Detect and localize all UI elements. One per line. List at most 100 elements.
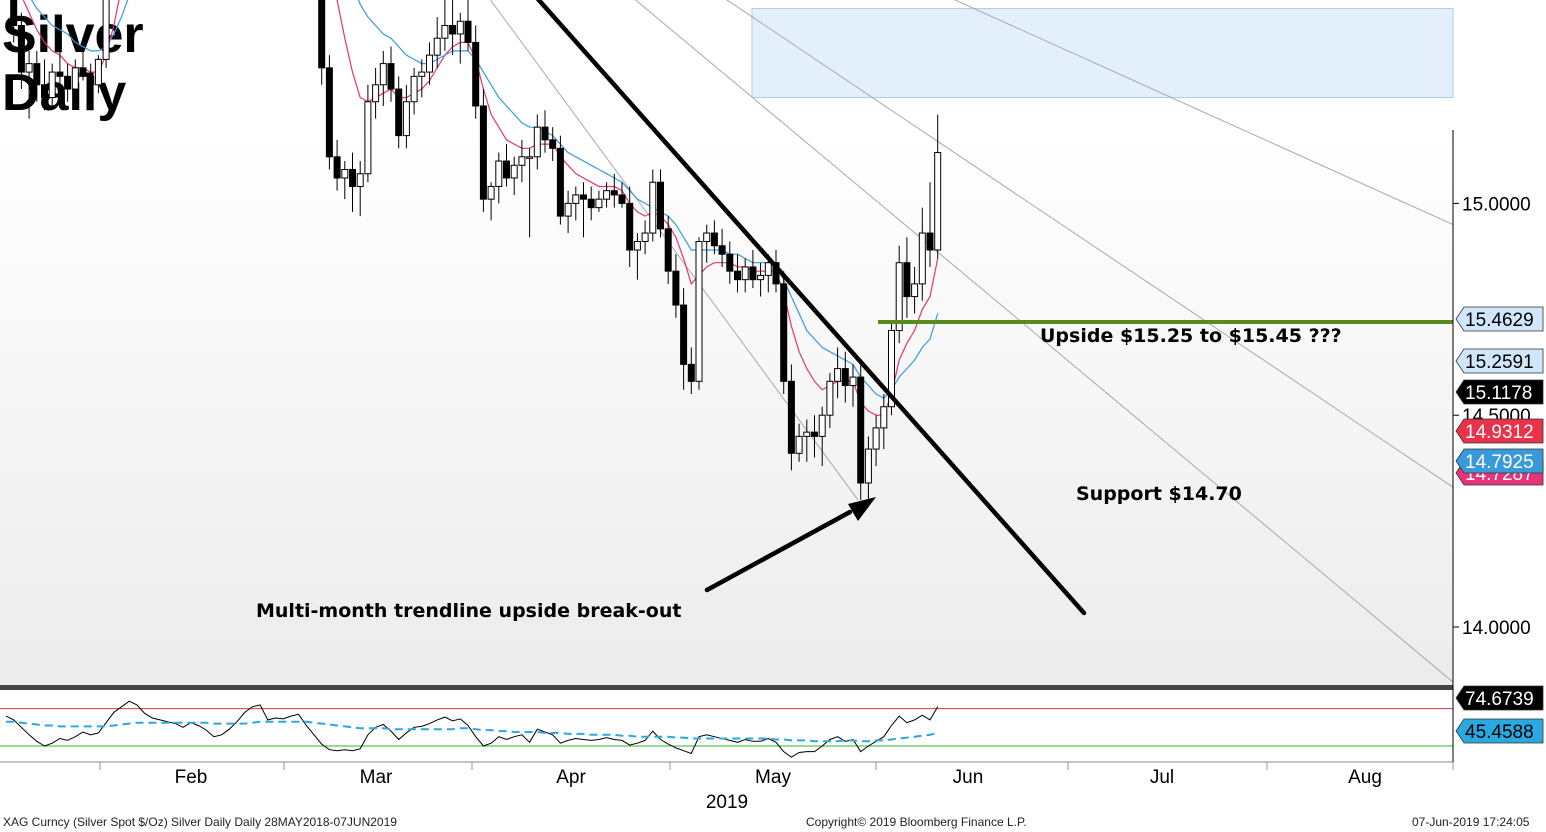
candle-body xyxy=(533,126,541,158)
candle-body xyxy=(510,164,518,179)
candle-body xyxy=(64,75,72,90)
candle-body xyxy=(418,71,426,77)
rsi-line xyxy=(5,700,939,758)
candle-body xyxy=(572,194,580,204)
candle-body xyxy=(741,266,749,281)
candle-body xyxy=(449,24,457,35)
candle-body xyxy=(364,101,372,175)
candle-body xyxy=(10,0,18,26)
main-downtrend-line xyxy=(535,0,1087,616)
candle-body xyxy=(325,67,333,158)
fan-trendline xyxy=(489,0,859,501)
candle-body xyxy=(749,266,757,281)
candle-body xyxy=(603,190,611,200)
x-year-label: 2019 xyxy=(706,792,748,813)
candle-body xyxy=(610,190,618,196)
fan-trendline xyxy=(953,0,1454,226)
candle-body xyxy=(687,363,695,382)
x-tick-label: Feb xyxy=(175,767,208,788)
candle-body xyxy=(56,71,64,77)
value-label-box xyxy=(1455,685,1544,711)
candle-body xyxy=(657,181,664,230)
candle-body xyxy=(372,84,380,103)
x-tick-label: Mar xyxy=(360,767,393,788)
candle-body xyxy=(818,414,826,437)
pane-divider xyxy=(0,685,1453,690)
candle-body xyxy=(25,63,33,73)
breakout-annotation: Multi-month trendline upside break-out xyxy=(256,600,681,622)
candle-body xyxy=(587,198,595,209)
candle-body xyxy=(849,376,857,387)
footer-source: XAG Curncy (Silver Spot $/Oz) Silver Dai… xyxy=(3,815,397,829)
value-label-text: 15.4629 xyxy=(1465,310,1534,331)
candle-body xyxy=(395,88,403,137)
candle-body xyxy=(895,262,903,331)
candle-body xyxy=(379,63,387,86)
candle-body xyxy=(633,241,641,251)
y-tick-label: 15.0000 xyxy=(1462,194,1531,215)
candle-body xyxy=(410,75,418,103)
candle-body xyxy=(580,194,587,200)
value-label-text: 45.4588 xyxy=(1465,722,1534,743)
candle-body xyxy=(487,185,495,200)
candle-body xyxy=(664,228,672,272)
x-tick-label: Aug xyxy=(1348,767,1382,788)
candle-body xyxy=(872,427,880,450)
candle-body xyxy=(495,160,503,187)
value-label-text: 15.2591 xyxy=(1465,352,1534,373)
x-tick-label: May xyxy=(755,767,791,788)
candle-body xyxy=(17,24,25,73)
candle-body xyxy=(87,75,95,86)
x-tick-label: Jun xyxy=(953,767,984,788)
value-label-box xyxy=(1455,306,1544,332)
candle-body xyxy=(857,376,865,484)
candle-body xyxy=(726,253,734,272)
candle-body xyxy=(518,156,526,166)
candle-body xyxy=(649,181,657,234)
moving-average-line xyxy=(30,0,939,400)
candle-body xyxy=(526,156,534,159)
footer-copyright: Copyright© 2019 Bloomberg Finance L.P. xyxy=(806,815,1027,829)
candle-body xyxy=(803,431,811,437)
candle-body xyxy=(556,147,564,217)
candle-body xyxy=(703,232,711,243)
candle-body xyxy=(318,0,326,69)
candle-body xyxy=(333,156,341,179)
candle-body xyxy=(71,67,79,90)
candle-body xyxy=(811,431,818,437)
candle-body xyxy=(595,198,603,209)
candle-body xyxy=(734,270,741,281)
candle-body xyxy=(349,169,356,187)
candle-body xyxy=(641,232,649,243)
candle-body xyxy=(441,24,449,39)
value-label-text: 15.1178 xyxy=(1465,383,1532,404)
candle-body xyxy=(479,105,487,200)
candle-body xyxy=(464,20,472,43)
candle-body xyxy=(402,101,410,137)
candle-body xyxy=(618,194,626,204)
candle-body xyxy=(864,448,872,484)
value-label-box xyxy=(1455,448,1544,474)
value-label-box xyxy=(1455,348,1544,374)
candle-body xyxy=(834,368,842,382)
fan-trendline xyxy=(726,0,1454,488)
candle-body xyxy=(426,54,433,73)
candle-body xyxy=(503,160,510,179)
candle-body xyxy=(764,262,772,276)
value-label-box xyxy=(1455,418,1544,444)
candle-body xyxy=(757,274,765,281)
title-line-2: Daily xyxy=(2,64,127,122)
candle-body xyxy=(718,245,726,255)
upside-target-zone xyxy=(751,8,1454,99)
candle-body xyxy=(102,0,110,60)
candle-body xyxy=(826,380,834,416)
x-tick-label: Apr xyxy=(556,767,586,788)
candle-body xyxy=(564,202,572,217)
candle-body xyxy=(94,58,102,86)
value-label-text: 14.7925 xyxy=(1465,452,1534,473)
value-label-box xyxy=(1455,718,1544,744)
candle-body xyxy=(680,304,688,365)
title-line-1: Silver xyxy=(2,6,144,64)
footer-timestamp: 07-Jun-2019 17:24:05 xyxy=(1412,815,1530,829)
